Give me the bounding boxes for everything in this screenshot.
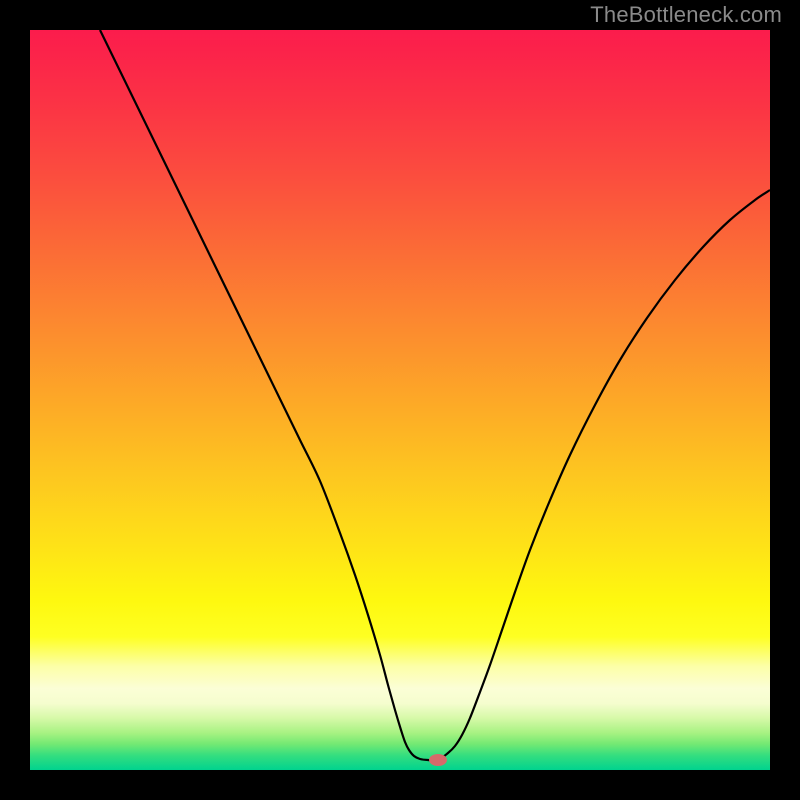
gradient-background bbox=[30, 30, 770, 770]
chart-container: TheBottleneck.com bbox=[0, 0, 800, 800]
optimum-marker bbox=[429, 754, 447, 766]
bottleneck-curve-chart bbox=[30, 30, 770, 770]
watermark-text: TheBottleneck.com bbox=[590, 2, 782, 28]
